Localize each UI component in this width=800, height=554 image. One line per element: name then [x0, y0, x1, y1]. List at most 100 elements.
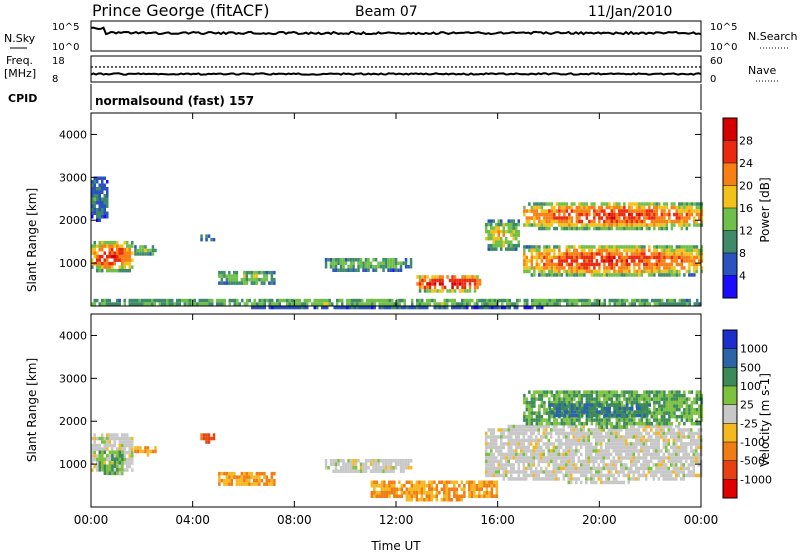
heatmap-cell [392, 469, 395, 473]
heatmap-cell [568, 226, 571, 231]
heatmap-cell [600, 255, 604, 260]
heatmap-cell [500, 431, 503, 436]
heatmap-cell [587, 442, 590, 446]
heatmap-cell [535, 473, 538, 478]
heatmap-cell [575, 470, 578, 474]
heatmap-cell [577, 477, 580, 481]
heatmap-cell [590, 223, 594, 227]
heatmap-cell [96, 215, 99, 219]
heatmap-cell [106, 190, 109, 194]
heatmap-cell [481, 302, 484, 306]
heatmap-cell [123, 461, 126, 465]
heatmap-cell [497, 445, 500, 450]
heatmap-cell [665, 252, 669, 256]
heatmap-cell [291, 298, 294, 303]
heatmap-cell [533, 400, 536, 405]
heatmap-cell [501, 305, 504, 310]
heatmap-cell [265, 277, 269, 282]
heatmap-cell [672, 466, 675, 471]
heatmap-cell [665, 438, 668, 443]
heatmap-cell [372, 459, 375, 463]
heatmap-cell [556, 403, 559, 407]
heatmap-cell [668, 302, 671, 306]
heatmap-cell [692, 438, 695, 443]
heatmap-cell [495, 494, 499, 498]
heatmap-cell [352, 261, 355, 265]
heatmap-cell [545, 411, 549, 415]
heatmap-cell [600, 425, 604, 429]
heatmap-cell [598, 425, 601, 429]
heatmap-cell [693, 216, 696, 220]
heatmap-cell [453, 289, 457, 293]
heatmap-cell [650, 424, 653, 429]
y-tick-label: 2000 [59, 214, 87, 227]
heatmap-cell [593, 413, 596, 418]
heatmap-cell [346, 302, 349, 306]
heatmap-cell [441, 302, 444, 306]
heatmap-cell [693, 266, 696, 270]
heatmap-cell [642, 445, 645, 450]
heatmap-cell [528, 411, 531, 415]
heatmap-cell [255, 471, 259, 476]
heatmap-cell [386, 302, 389, 306]
heatmap-cell [520, 470, 523, 474]
heatmap-cell [603, 298, 606, 303]
heatmap-cell [547, 459, 550, 464]
heatmap-cell [615, 421, 619, 426]
heatmap-cell [497, 428, 500, 432]
heatmap-cell [613, 425, 616, 429]
heatmap-cell [631, 298, 634, 303]
heatmap-cell [635, 397, 639, 401]
heatmap-cell [698, 404, 701, 408]
heatmap-cell [593, 202, 596, 206]
nsky-tick-top: 10^5 [52, 22, 79, 33]
heatmap-cell [523, 298, 526, 303]
heatmap-cell [625, 266, 629, 270]
heatmap-cell [550, 477, 553, 481]
heatmap-cell [613, 298, 616, 303]
heatmap-cell [587, 445, 590, 450]
heatmap-cell [517, 456, 520, 460]
heatmap-cell [228, 298, 231, 303]
heatmap-cell [510, 243, 513, 248]
heatmap-cell [388, 494, 391, 498]
heatmap-cell [632, 424, 635, 429]
heatmap-cell [641, 410, 644, 414]
heatmap-cell [475, 487, 479, 491]
heatmap-cell [91, 443, 94, 448]
x-tick-label: 12:00 [379, 513, 414, 527]
heatmap-cell [316, 305, 319, 310]
heatmap-cell [650, 252, 654, 256]
heatmap-cell [399, 459, 403, 463]
heatmap-cell [580, 473, 583, 478]
heatmap-cell [590, 449, 593, 453]
heatmap-cell [545, 445, 548, 450]
heatmap-cell [116, 461, 119, 465]
heatmap-cell [533, 418, 536, 422]
heatmap-cell [101, 468, 104, 472]
heatmap-cell [573, 406, 576, 411]
heatmap-cell [610, 466, 613, 471]
heatmap-cell [483, 484, 486, 488]
heatmap-cell [630, 424, 633, 429]
heatmap-cell [98, 183, 101, 187]
heatmap-cell [268, 482, 271, 486]
heatmap-cell [700, 245, 704, 249]
heatmap-cell [455, 480, 459, 484]
heatmap-cell [700, 393, 704, 398]
heatmap-cell [342, 258, 345, 262]
heatmap-cell [258, 478, 261, 483]
heatmap-cell [553, 269, 556, 274]
heatmap-cell [495, 487, 499, 491]
heatmap-cell [396, 302, 399, 306]
heatmap-cell [568, 223, 571, 227]
heatmap-cell [106, 215, 109, 219]
heatmap-cell [690, 259, 694, 263]
heatmap-cell [570, 431, 573, 436]
heatmap-cell [560, 463, 563, 467]
heatmap-cell [588, 262, 591, 267]
heatmap-cell [565, 393, 569, 398]
heatmap-cell [380, 487, 384, 491]
heatmap-cell [578, 202, 581, 206]
heatmap-cell [441, 282, 444, 286]
